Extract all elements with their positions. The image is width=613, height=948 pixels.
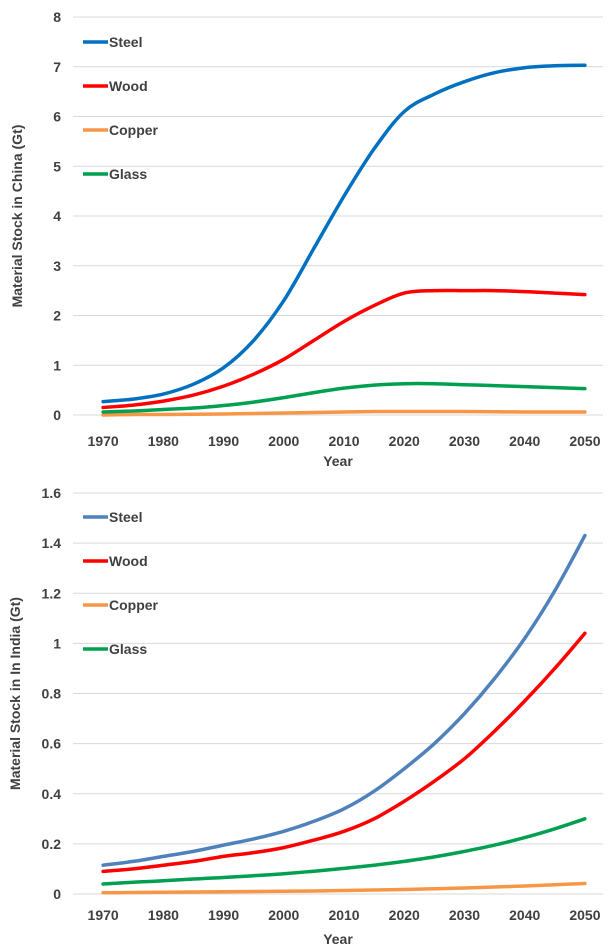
y-axis-title: Material Stock in China (Gt) — [9, 125, 25, 308]
china-chart-svg: 0 1 2 3 4 5 6 7 8 1970 1980 1990 2000 2010 2020 2030 204… — [9, 9, 603, 469]
x-tick-label: 1970 — [88, 433, 119, 449]
y-tick-label: 5 — [53, 158, 61, 174]
china-material-stock-chart: 0 1 2 3 4 5 6 7 8 1970 1980 1990 2000 2010 2020 2030 204… — [0, 0, 613, 470]
x-axis-title: Year — [323, 931, 353, 947]
legend-label-steel: Steel — [109, 34, 142, 50]
x-tick-label: 2030 — [449, 907, 480, 923]
x-tick-label: 2020 — [389, 433, 420, 449]
y-tick-label: 1.6 — [42, 485, 62, 501]
y-tick-label: 4 — [53, 208, 61, 224]
x-tick-label: 1980 — [148, 433, 179, 449]
series-line-copper — [101, 881, 587, 895]
x-tick-label: 2010 — [328, 907, 359, 923]
legend-label-wood: Wood — [109, 78, 148, 94]
legend-label-steel: Steel — [109, 509, 142, 525]
y-tick-label: 8 — [53, 9, 61, 25]
legend-label-glass: Glass — [109, 641, 147, 657]
series-line-wood — [101, 288, 587, 410]
y-tick-label: 0.2 — [42, 836, 62, 852]
x-tick-label: 1990 — [208, 907, 239, 923]
x-tick-label: 2030 — [449, 433, 480, 449]
series-line-steel — [101, 63, 587, 404]
y-tick-label: 0.4 — [42, 786, 62, 802]
y-tick-label: 0 — [53, 886, 61, 902]
x-tick-label: 2010 — [328, 433, 359, 449]
y-tick-label: 1 — [53, 635, 61, 651]
series-line-steel — [101, 533, 587, 867]
y-tick-label: 1.2 — [42, 585, 62, 601]
x-tick-label: 1970 — [88, 907, 119, 923]
legend-label-copper: Copper — [109, 122, 159, 138]
y-tick-label: 7 — [53, 59, 61, 75]
y-tick-label: 6 — [53, 109, 61, 125]
series-line-glass — [101, 381, 587, 414]
x-tick-label: 2000 — [268, 433, 299, 449]
x-tick-label: 2040 — [509, 907, 540, 923]
y-tick-label: 3 — [53, 258, 61, 274]
legend-label-copper: Copper — [109, 597, 159, 613]
y-tick-label: 0 — [53, 407, 61, 423]
series-line-glass — [101, 817, 587, 886]
x-axis-title: Year — [323, 453, 353, 469]
india-chart-svg: 0 0.2 0.4 0.6 0.8 1 1.2 1.4 1.6 1970 1980 1990 2000 2… — [7, 485, 603, 947]
x-tick-label: 2000 — [268, 907, 299, 923]
y-tick-label: 0.8 — [42, 686, 62, 702]
x-tick-label: 2040 — [509, 433, 540, 449]
x-tick-label: 2050 — [569, 907, 600, 923]
series-line-wood — [101, 631, 587, 874]
x-tick-label: 2020 — [389, 907, 420, 923]
x-tick-label: 1980 — [148, 907, 179, 923]
y-tick-label: 1.4 — [42, 535, 62, 551]
x-tick-label: 1990 — [208, 433, 239, 449]
y-tick-label: 0.6 — [42, 736, 62, 752]
y-axis-title: Material Stock in In India (Gt) — [7, 597, 23, 790]
y-tick-label: 2 — [53, 308, 61, 324]
x-tick-label: 2050 — [569, 433, 600, 449]
legend-label-glass: Glass — [109, 166, 147, 182]
legend-label-wood: Wood — [109, 553, 148, 569]
y-tick-label: 1 — [53, 357, 61, 373]
india-material-stock-chart: 0 0.2 0.4 0.6 0.8 1 1.2 1.4 1.6 1970 1980 1990 2000 2… — [0, 474, 613, 948]
series-line-copper — [101, 409, 587, 417]
